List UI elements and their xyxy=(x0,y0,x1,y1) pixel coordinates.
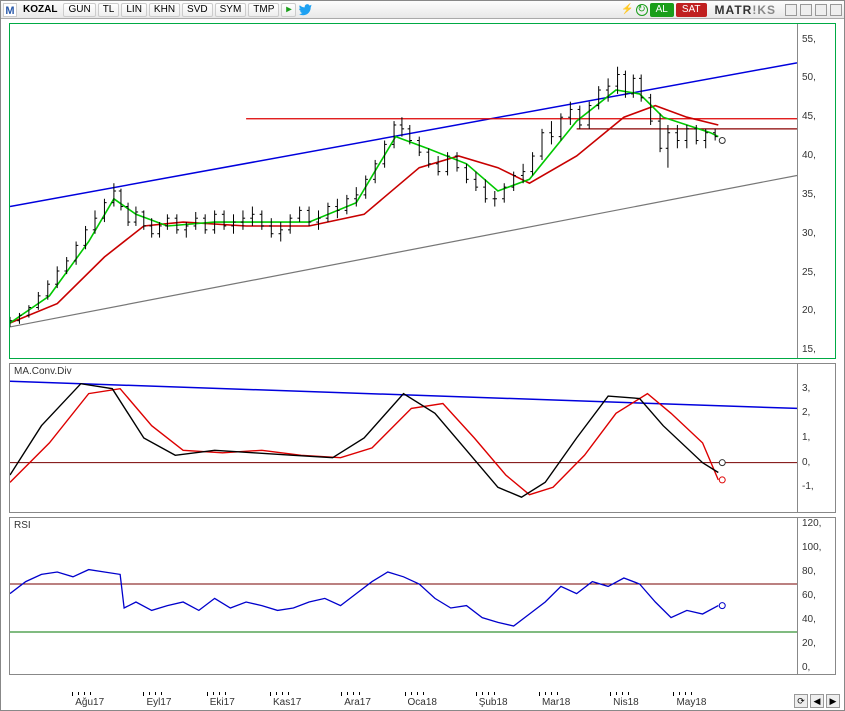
khn-button[interactable]: KHN xyxy=(149,3,180,17)
xaxis-label: Eyl17 xyxy=(146,697,171,708)
scale-lin-button[interactable]: LIN xyxy=(121,3,147,17)
close-icon[interactable] xyxy=(830,4,842,16)
symbol-label[interactable]: KOZAL xyxy=(19,4,61,15)
price-chart xyxy=(10,24,797,358)
rsi-yaxis: 0,20,40,60,80,100,120, xyxy=(797,518,835,674)
xaxis-label: Mar18 xyxy=(542,697,570,708)
xaxis-label: Şub18 xyxy=(479,697,508,708)
app-logo-icon: M xyxy=(3,3,17,17)
xaxis-label: Eki17 xyxy=(210,697,235,708)
maximize-icon[interactable] xyxy=(800,4,812,16)
xaxis-label: Ağu17 xyxy=(75,697,104,708)
macd-chart xyxy=(10,364,797,512)
xaxis-label: Ara17 xyxy=(344,697,371,708)
minimize-icon[interactable] xyxy=(785,4,797,16)
brand-label: MATR!KS xyxy=(709,3,782,17)
xaxis-label: Oca18 xyxy=(408,697,437,708)
macd-yaxis: -1,0,1,2,3, xyxy=(797,364,835,512)
chart-window: M KOZAL GUN TL LIN KHN SVD SYM TMP ▸ ⚡ ↻… xyxy=(0,0,845,711)
rsi-chart xyxy=(10,518,797,674)
sym-button[interactable]: SYM xyxy=(215,3,247,17)
nav-right-icon[interactable]: ▶ xyxy=(826,694,840,708)
rsi-panel[interactable]: RSI 0,20,40,60,80,100,120, xyxy=(9,517,836,675)
refresh-icon[interactable]: ↻ xyxy=(636,4,648,16)
tmp-button[interactable]: TMP xyxy=(248,3,279,17)
buy-button[interactable]: AL xyxy=(650,3,674,17)
price-yaxis: 15,20,25,30,35,40,45,50,55, xyxy=(797,24,835,358)
twitter-icon[interactable] xyxy=(298,3,312,17)
xaxis-label: Kas17 xyxy=(273,697,301,708)
xaxis-label: Nis18 xyxy=(613,697,639,708)
nav-left-icon[interactable]: ◀ xyxy=(810,694,824,708)
sell-button[interactable]: SAT xyxy=(676,3,707,17)
xaxis-label: May18 xyxy=(676,697,706,708)
timeframe-button[interactable]: GUN xyxy=(63,3,95,17)
flag-button[interactable]: ▸ xyxy=(281,3,296,17)
macd-panel[interactable]: MA.Conv.Div -1,0,1,2,3, xyxy=(9,363,836,513)
restore-icon[interactable] xyxy=(815,4,827,16)
price-panel[interactable]: 15,20,25,30,35,40,45,50,55, xyxy=(9,23,836,359)
sync-icon[interactable]: ⟳ xyxy=(794,694,808,708)
svd-button[interactable]: SVD xyxy=(182,3,213,17)
toolbar: M KOZAL GUN TL LIN KHN SVD SYM TMP ▸ ⚡ ↻… xyxy=(1,1,844,19)
currency-button[interactable]: TL xyxy=(98,3,120,17)
flash-icon[interactable]: ⚡ xyxy=(621,4,633,15)
macd-label: MA.Conv.Div xyxy=(14,366,72,377)
rsi-label: RSI xyxy=(14,520,31,531)
time-axis: Ağu17 Eyl17 Eki17 Kas17 Ara17 Oca18 Şub18 Mar18… xyxy=(9,692,836,708)
